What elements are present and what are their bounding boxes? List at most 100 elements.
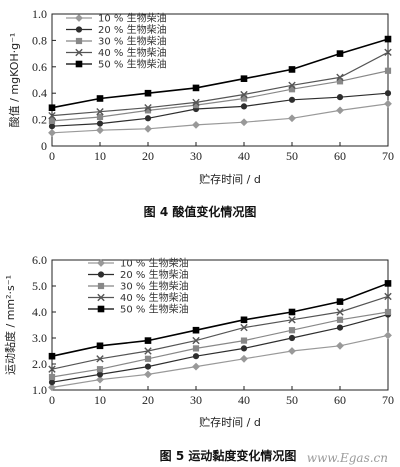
series-line-3 xyxy=(51,311,389,378)
watermark-text: www.Egas.cn xyxy=(307,451,388,465)
data-point xyxy=(240,75,248,82)
legend-label: 30 % 生物柴油 xyxy=(120,280,189,293)
data-point xyxy=(240,354,248,363)
legend-marker xyxy=(75,60,83,68)
legend-marker xyxy=(97,282,105,290)
data-point xyxy=(384,67,392,74)
data-point xyxy=(288,96,296,103)
data-point xyxy=(96,342,104,350)
y-tick-label: 6.0 xyxy=(32,253,47,267)
data-point xyxy=(288,316,296,324)
data-point xyxy=(96,126,104,135)
data-point xyxy=(384,292,392,301)
data-point xyxy=(96,375,104,384)
y-tick-label: 5.0 xyxy=(32,279,47,293)
data-point xyxy=(384,90,392,97)
y-tick-label: 0.6 xyxy=(32,60,47,74)
data-point xyxy=(288,86,296,93)
legend-label: 50 % 生物柴油 xyxy=(98,58,167,71)
data-point xyxy=(48,128,56,137)
x-axis-title: 贮存时间 / d xyxy=(199,415,261,429)
legend-marker xyxy=(75,37,83,45)
data-point xyxy=(48,365,56,373)
y-tick-label: 0 xyxy=(41,139,47,153)
legend-marker xyxy=(75,14,83,22)
y-axis-title: 酸值 / mgKOH·g⁻¹ xyxy=(7,33,21,128)
data-point xyxy=(192,84,200,92)
data-point xyxy=(240,337,248,344)
legend-label: 30 % 生物柴油 xyxy=(98,35,167,48)
data-point xyxy=(384,331,392,340)
y-tick-label: 3.0 xyxy=(32,331,47,345)
data-point xyxy=(192,336,200,345)
data-point xyxy=(144,115,152,122)
data-point xyxy=(144,355,152,362)
series-line-5 xyxy=(51,38,389,109)
data-point xyxy=(144,124,152,133)
legend-marker xyxy=(75,48,83,57)
series-line-5 xyxy=(51,282,389,357)
data-point xyxy=(288,334,296,342)
data-point xyxy=(192,353,200,360)
data-point xyxy=(96,107,104,116)
data-point xyxy=(240,103,248,110)
legend-marker xyxy=(97,259,105,267)
data-point xyxy=(192,362,200,371)
x-tick-label: 20 xyxy=(142,393,154,407)
y-tick-label: 0.8 xyxy=(32,33,47,47)
data-point xyxy=(192,345,200,352)
data-point xyxy=(96,95,104,102)
figure5-caption: 图 5 运动黏度变化情况图 xyxy=(160,448,297,463)
data-point xyxy=(240,90,248,99)
x-axis-title: 贮存时间 / d xyxy=(199,172,261,186)
data-point xyxy=(288,66,296,73)
data-point xyxy=(240,323,248,332)
data-point xyxy=(288,81,296,89)
data-point xyxy=(96,120,104,127)
acid-value-chart: 0 0.2 0.4 0.6 0.8 1.0 0 10 20 30 40 50 60 70 贮存时间 / d 酸… xyxy=(7,7,394,186)
x-tick-label: 50 xyxy=(286,149,298,163)
data-point xyxy=(384,99,392,108)
x-tick-label: 60 xyxy=(334,149,346,163)
data-point xyxy=(336,50,344,57)
x-tick-label: 70 xyxy=(382,149,394,163)
data-point xyxy=(96,355,104,363)
plot-frame xyxy=(51,13,389,147)
x-tick-label: 10 xyxy=(94,393,106,407)
figure4-caption: 图 4 酸值变化情况图 xyxy=(144,204,257,219)
y-tick-label: 4.0 xyxy=(32,305,47,319)
x-tick-label: 20 xyxy=(142,149,154,163)
plot-frame xyxy=(51,259,389,391)
legend-label: 10 % 生物柴油 xyxy=(120,257,189,270)
data-point xyxy=(336,324,344,331)
legend-label: 40 % 生物柴油 xyxy=(120,291,189,304)
data-point xyxy=(336,73,344,82)
series-line-2 xyxy=(51,314,389,383)
data-point xyxy=(288,308,296,316)
viscosity-chart: 1.0 2.0 3.0 4.0 5.0 6.0 0 10 20 30 40 50 60 70 贮存时间 / … xyxy=(3,253,394,429)
series-line-1 xyxy=(51,103,389,134)
data-point xyxy=(384,48,392,56)
legend-marker xyxy=(97,305,105,313)
data-point xyxy=(240,118,248,127)
x-tick-label: 70 xyxy=(382,393,394,407)
data-point xyxy=(240,345,248,352)
data-point xyxy=(336,78,344,85)
data-point xyxy=(48,383,56,392)
data-point xyxy=(96,113,104,121)
data-point xyxy=(336,316,344,323)
x-tick-label: 30 xyxy=(190,393,202,407)
y-tick-label: 1.0 xyxy=(32,7,47,21)
y-tick-label: 1.0 xyxy=(32,383,47,397)
data-point xyxy=(48,111,56,120)
x-tick-label: 30 xyxy=(190,149,202,163)
y-tick-label: 2.0 xyxy=(32,357,47,371)
data-point xyxy=(48,104,56,112)
data-point xyxy=(48,123,56,130)
data-point xyxy=(48,352,56,360)
data-point xyxy=(144,89,152,97)
legend-marker xyxy=(97,293,105,302)
data-point xyxy=(144,370,152,379)
series-line-3 xyxy=(51,70,389,122)
data-point xyxy=(144,363,152,370)
